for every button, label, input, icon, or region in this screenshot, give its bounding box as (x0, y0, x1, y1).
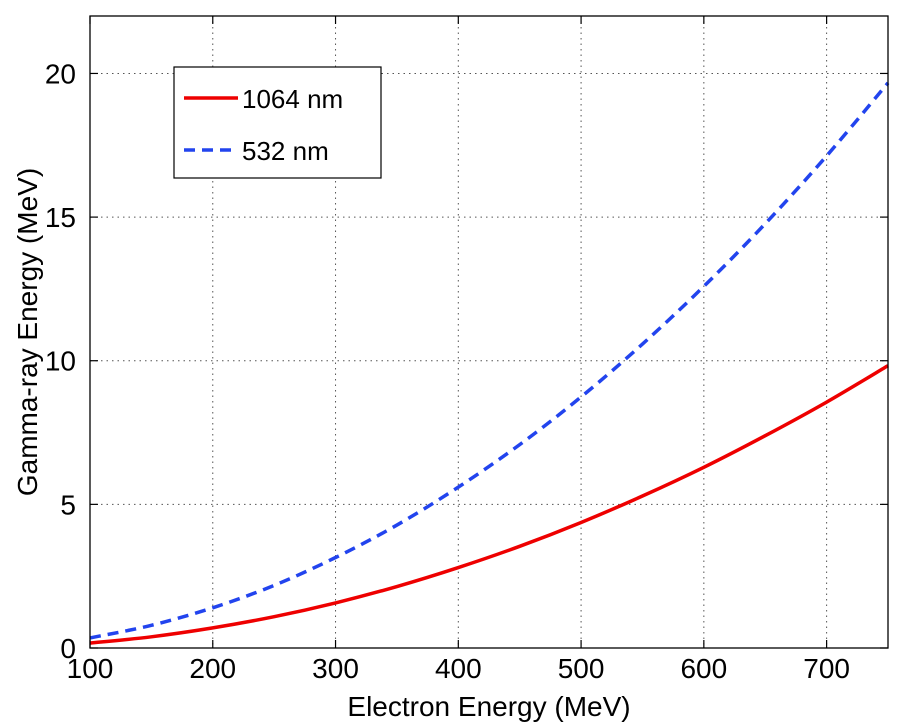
legend-label-1064nm: 1064 nm (242, 84, 343, 114)
y-tick-label: 20 (45, 58, 76, 89)
x-tick-label: 400 (435, 653, 482, 684)
y-tick-label: 10 (45, 346, 76, 377)
x-tick-label: 300 (312, 653, 359, 684)
x-tick-label: 100 (67, 653, 114, 684)
x-tick-label: 500 (558, 653, 605, 684)
series-layer (89, 81, 890, 645)
legend-label-532nm: 532 nm (242, 136, 329, 166)
series-line-1064nm (89, 364, 889, 645)
x-tick-label: 600 (680, 653, 727, 684)
y-axis-label: Gamma-ray Energy (MeV) (12, 168, 43, 496)
y-tick-label: 5 (60, 489, 76, 520)
x-tick-label: 200 (189, 653, 236, 684)
ticks: 100 200 300 400 500 600 700 0 5 10 15 20 (45, 16, 888, 684)
legend-box (173, 66, 382, 179)
legend: 1064 nm 532 nm (173, 66, 382, 179)
x-axis-label: Electron Energy (MeV) (347, 691, 630, 722)
y-tick-label: 15 (45, 202, 76, 233)
y-tick-label: 0 (60, 633, 76, 664)
plot-frame (89, 15, 889, 649)
x-tick-label: 700 (803, 653, 850, 684)
series-line-532nm (89, 81, 890, 640)
